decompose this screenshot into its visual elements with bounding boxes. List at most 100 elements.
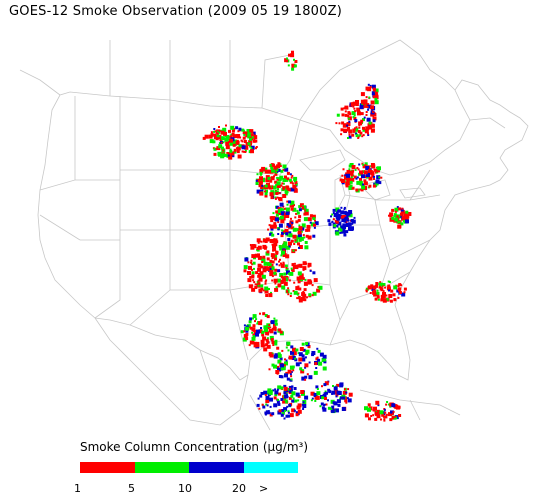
smoke-pixel xyxy=(272,185,277,190)
smoke-pixel xyxy=(253,329,258,334)
smoke-pixel xyxy=(368,169,371,173)
smoke-pixel xyxy=(331,213,334,216)
smoke-pixel xyxy=(335,122,338,125)
smoke-pixel xyxy=(230,151,235,156)
smoke-pixel xyxy=(270,320,275,325)
smoke-pixel xyxy=(264,314,268,317)
smoke-pixel xyxy=(272,212,275,215)
smoke-pixel xyxy=(286,57,288,60)
smoke-pixel xyxy=(357,111,361,116)
smoke-pixel xyxy=(301,354,305,358)
smoke-pixel xyxy=(245,332,249,336)
smoke-pixel xyxy=(282,261,285,264)
smoke-pixel xyxy=(306,373,309,376)
smoke-pixel xyxy=(332,212,335,214)
smoke-pixel xyxy=(282,276,285,279)
smoke-pixel xyxy=(293,180,296,183)
smoke-pixel xyxy=(255,182,259,185)
smoke-pixel xyxy=(286,177,290,181)
smoke-pixel xyxy=(405,210,409,214)
smoke-pixel xyxy=(330,215,332,218)
smoke-pixel xyxy=(357,168,360,171)
smoke-pixel xyxy=(366,173,370,177)
smoke-pixel xyxy=(308,293,312,297)
smoke-pixel xyxy=(274,268,278,272)
smoke-pixel xyxy=(353,175,357,179)
smoke-pixel xyxy=(365,111,368,113)
smoke-pixel xyxy=(276,164,281,169)
smoke-pixel xyxy=(335,214,337,217)
smoke-pixel xyxy=(280,386,284,390)
smoke-pixel xyxy=(375,284,378,288)
smoke-pixel xyxy=(295,212,298,215)
smoke-pixel xyxy=(265,403,268,406)
smoke-pixel xyxy=(379,410,384,415)
smoke-pixel xyxy=(344,113,348,117)
smoke-pixel xyxy=(298,238,302,242)
smoke-pixel xyxy=(292,347,296,352)
smoke-pixel xyxy=(266,182,270,187)
mexico-lines xyxy=(94,317,461,431)
smoke-pixel xyxy=(347,182,351,186)
smoke-pixel xyxy=(267,262,272,266)
smoke-pixel xyxy=(228,155,233,160)
smoke-pixel xyxy=(256,403,260,407)
smoke-pixel xyxy=(351,222,354,225)
smoke-pixel xyxy=(243,324,246,327)
smoke-pixel xyxy=(291,269,295,272)
smoke-pixel xyxy=(292,290,295,292)
smoke-pixel xyxy=(282,169,285,171)
smoke-pixel xyxy=(267,177,271,180)
smoke-pixel xyxy=(368,417,371,421)
smoke-pixel xyxy=(282,182,285,185)
smoke-pixel xyxy=(310,391,315,396)
smoke-pixel xyxy=(374,417,378,421)
smoke-pixel xyxy=(243,133,246,136)
smoke-pixel xyxy=(277,162,281,166)
smoke-pixel xyxy=(297,403,302,408)
smoke-pixel xyxy=(275,252,278,255)
smoke-pixel xyxy=(365,175,369,179)
smoke-pixel xyxy=(327,219,331,223)
smoke-pixel xyxy=(263,390,268,395)
smoke-pixel xyxy=(257,245,262,250)
smoke-pixel xyxy=(229,141,234,146)
smoke-pixel xyxy=(265,237,270,242)
smoke-pixel xyxy=(255,147,257,150)
smoke-pixel xyxy=(360,92,365,97)
smoke-pixel xyxy=(254,286,258,289)
legend-color-bar xyxy=(80,462,298,473)
smoke-pixel xyxy=(387,280,390,283)
smoke-pixel xyxy=(274,196,277,199)
smoke-pixel xyxy=(257,284,260,287)
smoke-pixel xyxy=(291,50,294,54)
smoke-pixel xyxy=(292,184,297,189)
smoke-pixel xyxy=(367,104,372,109)
smoke-pixel xyxy=(370,128,375,133)
smoke-pixel xyxy=(243,334,248,338)
smoke-pixel xyxy=(297,242,300,246)
smoke-pixel xyxy=(396,214,401,219)
smoke-pixel xyxy=(336,225,339,228)
smoke-pixel xyxy=(269,259,273,263)
smoke-pixel xyxy=(304,211,309,216)
smoke-pixel xyxy=(218,144,223,149)
smoke-pixel xyxy=(349,219,352,222)
smoke-pixel xyxy=(381,285,384,288)
smoke-pixel xyxy=(347,111,351,115)
smoke-pixel xyxy=(332,385,334,387)
smoke-pixel xyxy=(294,60,298,63)
smoke-pixel xyxy=(236,134,241,138)
smoke-pixel xyxy=(291,182,294,185)
smoke-pixel xyxy=(341,218,346,222)
smoke-pixel xyxy=(337,221,342,226)
smoke-pixel xyxy=(284,394,288,399)
smoke-pixel xyxy=(247,278,252,283)
smoke-pixel xyxy=(298,205,302,209)
smoke-pixel xyxy=(371,84,376,89)
smoke-pixel xyxy=(243,136,246,139)
smoke-pixel xyxy=(274,287,279,292)
smoke-pixel xyxy=(393,298,396,300)
smoke-pixel xyxy=(390,410,394,415)
smoke-pixel xyxy=(287,293,290,296)
